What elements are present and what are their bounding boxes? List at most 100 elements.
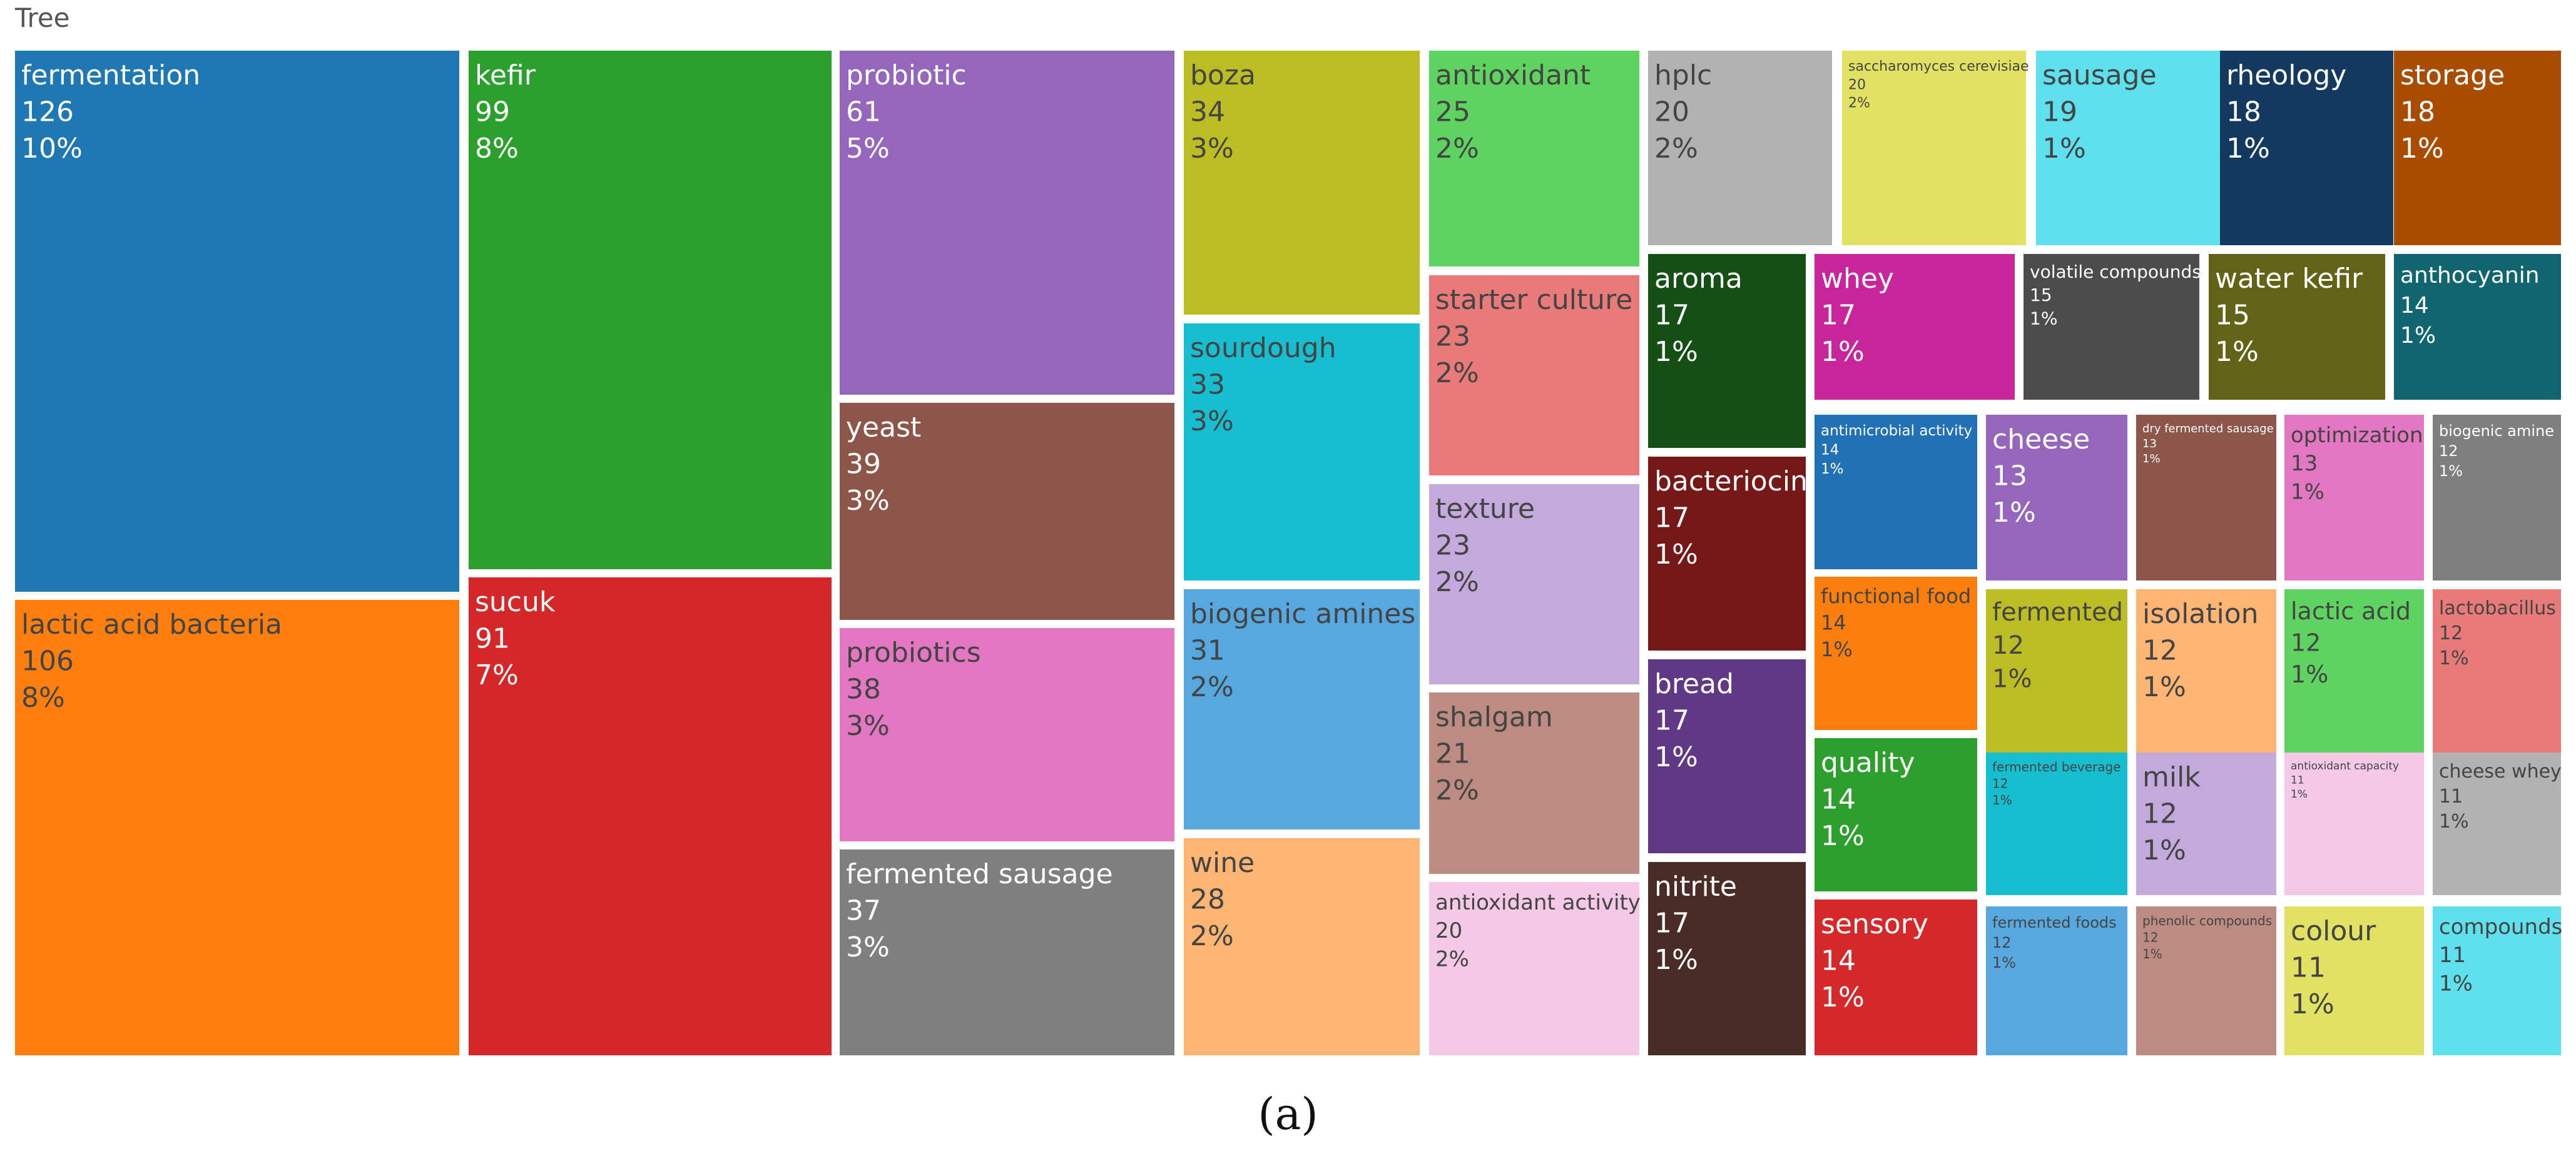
treemap-tile-biogenic-amines[interactable]: biogenic amines 31 2% [1184, 589, 1420, 829]
treemap-tile-compounds[interactable]: compounds 11 1% [2433, 906, 2562, 1055]
tile-value-text: 12 [2142, 635, 2177, 667]
treemap-tile-whey[interactable]: whey 17 1% [1815, 254, 2015, 400]
tile-label-text: milk [2142, 761, 2201, 793]
treemap-tile-wine[interactable]: wine 28 2% [1184, 838, 1420, 1055]
treemap-tile-lactobacillus[interactable]: lactobacillus 12 1% [2433, 589, 2561, 756]
treemap-tile-cheese-whey[interactable]: cheese whey 11 1% [2433, 753, 2562, 895]
tile-value-text: 31 [1190, 635, 1225, 667]
treemap-tile-kefir[interactable]: kefir 99 8% [469, 51, 832, 569]
treemap-tile-biogenic-amine[interactable]: biogenic amine 12 1% [2433, 415, 2561, 581]
tile-percent-text: 1% [2291, 788, 2308, 801]
tile-percent-text: 2% [1435, 774, 1479, 806]
tile-label-text: sourdough [1190, 332, 1336, 364]
tile-value-text: 126 [21, 96, 74, 128]
tile-percent-text: 1% [2291, 661, 2328, 688]
treemap-tile-sausage[interactable]: sausage 19 1% [2036, 51, 2220, 245]
tile-label-text: hplc [1654, 59, 1712, 91]
treemap-tile-volatile-compounds[interactable]: volatile compounds 15 1% [2024, 254, 2201, 400]
treemap-tile-antioxidant[interactable]: antioxidant 25 2% [1429, 51, 1639, 266]
tile-percent-text: 1% [2142, 671, 2186, 703]
tile-value-text: 14 [1821, 784, 1856, 816]
tile-percent-text: 1% [1654, 741, 1698, 773]
treemap-tile-antimicrobial-activity[interactable]: antimicrobial activity 14 1% [1815, 415, 1977, 569]
tile-value-text: 61 [846, 96, 881, 128]
treemap-tile-sucuk[interactable]: sucuk 91 7% [469, 577, 832, 1055]
treemap-tile-colour[interactable]: colour 11 1% [2284, 906, 2424, 1055]
treemap-tile-nitrite[interactable]: nitrite 17 1% [1648, 862, 1806, 1055]
tile-label-text: antioxidant capacity [2291, 760, 2399, 773]
tile-percent-text: 1% [2142, 946, 2162, 961]
treemap-tile-quality[interactable]: quality 14 1% [1815, 738, 1977, 891]
treemap-tile-rect [1815, 577, 1977, 730]
treemap-tile-rect [1429, 692, 1639, 874]
treemap-tile-storage[interactable]: storage 18 1% [2394, 51, 2561, 245]
treemap-tile-probiotics[interactable]: probiotics 38 3% [840, 628, 1174, 841]
treemap-tile-functional-food[interactable]: functional food 141% [1815, 577, 1977, 730]
tile-label-text: antioxidant [1435, 59, 1591, 91]
tile-value-text: 12 [1992, 934, 2012, 951]
treemap-tile-cheese[interactable]: cheese 13 1% [1986, 415, 2127, 581]
treemap-tile-fermented-foods[interactable]: fermented foods 12 1% [1986, 906, 2127, 1055]
tile-label-text: lactic acid bacteria [21, 609, 282, 641]
tile-value-text: 33 [1190, 369, 1225, 401]
treemap-tile-hplc[interactable]: hplc 20 2% [1648, 51, 1832, 245]
treemap-tile-rect [2433, 589, 2561, 756]
treemap-tile-phenolic-compounds[interactable]: phenolic compounds 121% [2136, 906, 2276, 1055]
treemap-tile-milk[interactable]: milk 12 1% [2136, 753, 2276, 895]
treemap-tile-dry-fermented-sausage[interactable]: dry fermented sausage 13 1% [2136, 415, 2276, 581]
tile-value-text: 12 [1992, 776, 2008, 791]
tile-percent-text: 1% [2400, 323, 2436, 348]
treemap-tile-texture[interactable]: texture 23 2% [1429, 484, 1639, 684]
tile-percent-text: 1% [2142, 452, 2161, 465]
treemap-tile-rect [1815, 738, 1977, 891]
treemap-tile-sourdough[interactable]: sourdough 33 3% [1184, 323, 1420, 581]
treemap-tile-boza[interactable]: boza 34 3% [1184, 51, 1420, 315]
treemap-tile-rect [1815, 254, 2015, 400]
treemap-tile-lactic-acid-bacteria[interactable]: lactic acid bacteria 106 8% [15, 600, 459, 1055]
treemap-tile-lactic-acid[interactable]: lactic acid 12 1% [2284, 589, 2424, 756]
treemap-tile-fermentation[interactable]: fermentation 126 10% [15, 51, 459, 592]
treemap-tile-anthocyanin[interactable]: anthocyanin 14 1% [2394, 254, 2561, 400]
treemap-tile-rect [2284, 906, 2424, 1055]
tile-value-text: 20 [1654, 96, 1689, 128]
treemap-tile-antioxidant-activity[interactable]: antioxidant activity 20 2% [1429, 882, 1641, 1055]
tile-percent-text: 1% [2439, 647, 2469, 669]
treemap-tile-saccharomyces-cerevisiae[interactable]: saccharomyces cerevisiae 20 2% [1842, 51, 2029, 245]
treemap-tile-bacteriocin[interactable]: bacteriocin 17 1% [1648, 457, 1808, 651]
treemap-tile-rect [2209, 254, 2385, 400]
treemap-tile-water-kefir[interactable]: water kefir 15 1% [2209, 254, 2385, 400]
tile-percent-text: 3% [1190, 405, 1234, 437]
treemap-tile-yeast[interactable]: yeast 39 3% [840, 403, 1174, 620]
tile-percent-text: 1% [1654, 539, 1698, 570]
treemap-tile-aroma[interactable]: aroma 17 1% [1648, 254, 1806, 448]
tile-value-text: 11 [2439, 943, 2466, 968]
treemap-tile-shalgam[interactable]: shalgam 21 2% [1429, 692, 1639, 874]
treemap-tile-bread[interactable]: bread 17 1% [1648, 659, 1806, 853]
treemap-tile-fermented-sausage[interactable]: fermented sausage 37 3% [840, 849, 1174, 1055]
treemap-tile-rect [1986, 415, 2127, 581]
tile-value-text: 17 [1821, 300, 1856, 332]
tile-value-text: 17 [1654, 908, 1689, 940]
tile-percent-text: 2% [1654, 133, 1698, 165]
tile-value-text: 12 [2439, 622, 2463, 644]
tile-value-text: 13 [2142, 437, 2157, 450]
treemap-tile-starter-culture[interactable]: starter culture 23 2% [1429, 275, 1639, 475]
tile-percent-text: 1% [1654, 336, 1698, 368]
treemap-tile-sensory[interactable]: sensory 14 1% [1815, 900, 1977, 1055]
treemap-tile-rect [1184, 51, 1420, 315]
tile-label-text: yeast [846, 412, 921, 444]
treemap-tile-rheology[interactable]: rheology 18 1% [2220, 51, 2393, 245]
treemap-tile-fermented[interactable]: fermented 12 1% [1986, 589, 2127, 756]
tile-label-text: texture [1435, 493, 1535, 525]
treemap-tile-fermented-beverage[interactable]: fermented beverage 12 1% [1986, 753, 2127, 895]
tile-percent-text: 1% [2042, 133, 2086, 165]
treemap-tile-isolation[interactable]: isolation 12 1% [2136, 589, 2276, 756]
treemap-tile-rect [840, 403, 1174, 620]
tile-label-text: optimization [2291, 423, 2423, 448]
tile-value-text: 15 [2215, 300, 2250, 332]
tile-label-text: volatile compounds [2030, 261, 2201, 282]
treemap-tile-probiotic[interactable]: probiotic 61 5% [840, 51, 1174, 395]
tile-percent-text: 1% [2226, 133, 2270, 165]
treemap-tile-optimization[interactable]: optimization 13 1% [2284, 415, 2424, 581]
